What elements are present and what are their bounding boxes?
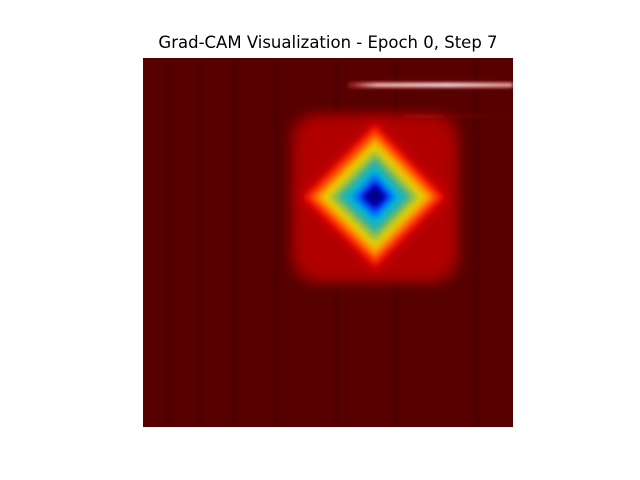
activation-hotspot (291, 113, 459, 283)
figure-title: Grad-CAM Visualization - Epoch 0, Step 7 (158, 33, 498, 52)
gradcam-heatmap (143, 58, 513, 427)
top-streak (348, 82, 513, 118)
heatmap-canvas (143, 58, 513, 427)
